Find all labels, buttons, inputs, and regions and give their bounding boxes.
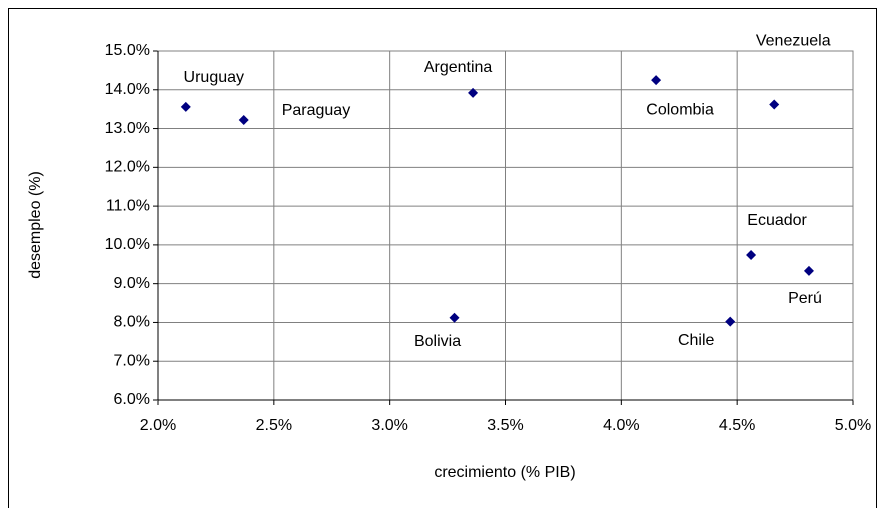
y-tick-label: 10.0% bbox=[105, 236, 150, 253]
y-tick-label: 14.0% bbox=[105, 81, 150, 98]
y-tick-label: 13.0% bbox=[105, 120, 150, 137]
x-tick-label: 3.5% bbox=[487, 417, 523, 434]
point bbox=[238, 115, 249, 126]
y-tick-label: 9.0% bbox=[114, 275, 150, 292]
y-tick-label: 8.0% bbox=[114, 314, 150, 331]
y-axis-title: desempleo (%) bbox=[27, 171, 44, 279]
x-tick-label: 5.0% bbox=[835, 417, 871, 434]
point bbox=[449, 312, 460, 323]
point bbox=[746, 249, 757, 260]
point-label: Argentina bbox=[424, 59, 493, 76]
x-tick-label: 2.5% bbox=[256, 417, 292, 434]
point bbox=[769, 99, 780, 110]
point bbox=[651, 75, 662, 86]
point-label: Venezuela bbox=[756, 33, 831, 50]
y-tick-label: 11.0% bbox=[106, 197, 150, 214]
x-axis-title: crecimiento (% PIB) bbox=[434, 464, 575, 481]
y-tick-label: 12.0% bbox=[105, 159, 150, 176]
y-tick-label: 7.0% bbox=[114, 352, 150, 369]
point bbox=[180, 101, 191, 112]
point-label: Perú bbox=[788, 290, 822, 307]
point bbox=[803, 265, 814, 276]
y-tick-label: 15.0% bbox=[105, 42, 150, 59]
x-tick-label: 4.5% bbox=[719, 417, 755, 434]
y-tick-label: 6.0% bbox=[114, 391, 150, 408]
x-tick-label: 2.0% bbox=[140, 417, 176, 434]
point-label: Paraguay bbox=[282, 102, 351, 119]
chart-frame bbox=[8, 8, 877, 513]
point-label: Bolivia bbox=[414, 333, 461, 350]
point bbox=[468, 87, 479, 98]
point bbox=[725, 316, 736, 327]
x-tick-label: 4.0% bbox=[603, 417, 639, 434]
point-label: Colombia bbox=[646, 101, 714, 118]
point-label: Chile bbox=[678, 332, 715, 349]
point-label: Uruguay bbox=[184, 69, 244, 86]
point-label: Ecuador bbox=[747, 212, 807, 229]
x-tick-label: 3.0% bbox=[371, 417, 407, 434]
